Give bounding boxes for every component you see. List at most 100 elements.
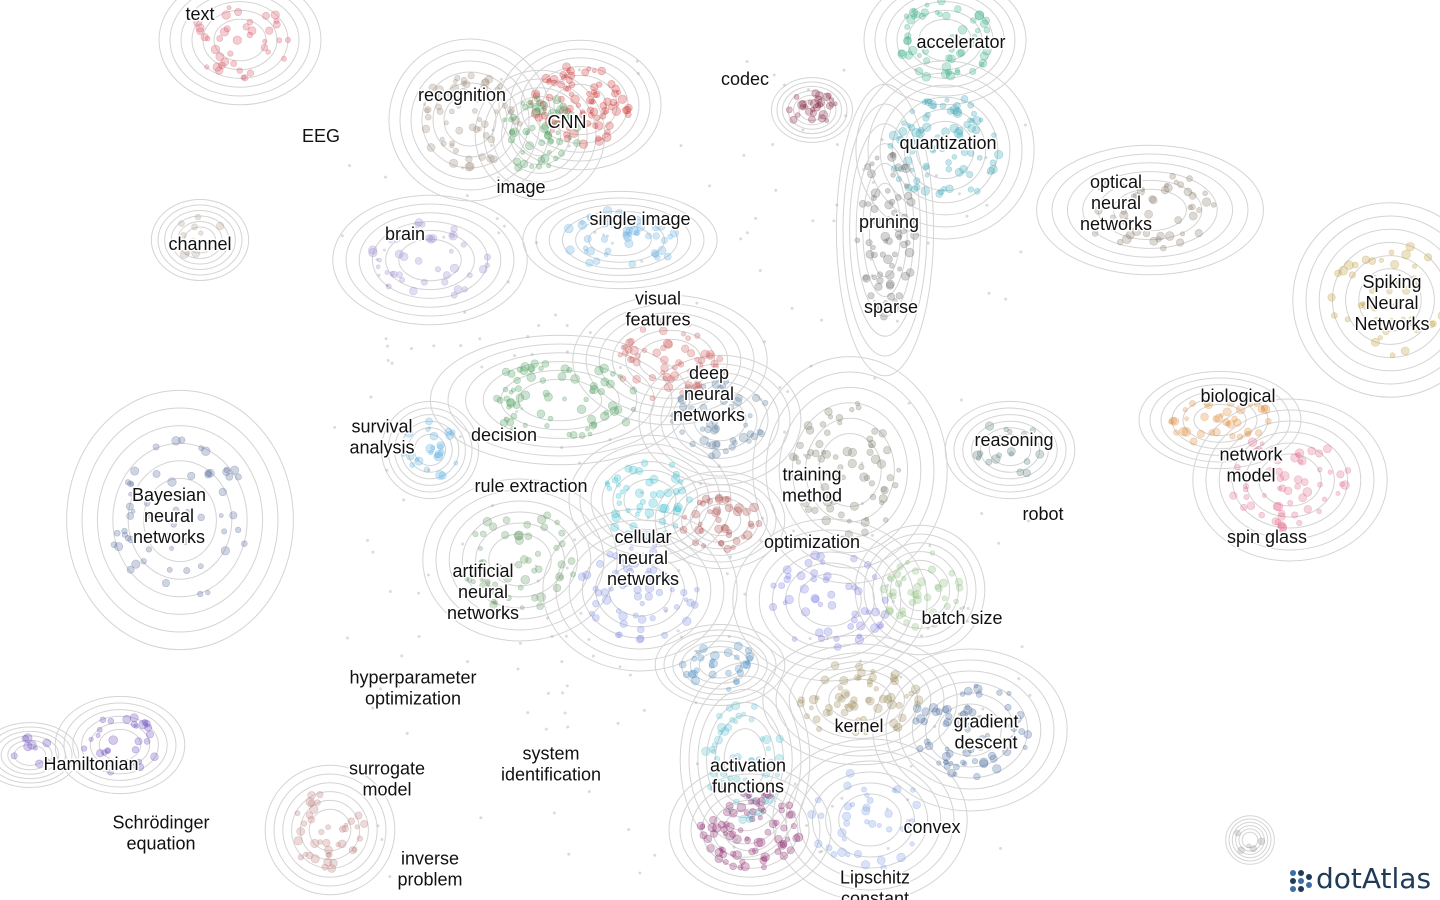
dot [740,660,750,669]
topic-label[interactable]: cellular [613,525,673,548]
topic-label[interactable]: inverse [399,847,460,870]
dot [949,123,959,133]
dot [934,134,942,142]
dot [691,655,698,662]
topic-label[interactable]: robot [1021,502,1065,525]
topic-label[interactable]: method [780,484,843,507]
topic-label[interactable]: neural [616,546,669,569]
topic-label[interactable]: brain [383,222,426,245]
topic-label[interactable]: optical [1088,170,1143,193]
topic-label[interactable]: recognition [416,83,507,106]
topic-label[interactable]: EEG [300,124,341,147]
dot [1202,398,1211,407]
topic-label[interactable]: codec [719,67,770,90]
dot [624,530,632,538]
topic-label[interactable]: decision [469,423,538,446]
topic-label[interactable]: visual [633,287,682,310]
topic-label[interactable]: training [781,463,843,486]
topic-label[interactable]: artificial [451,559,515,582]
topic-label[interactable]: deep [687,361,730,384]
topic-label[interactable]: survival [350,415,414,438]
dot [216,221,225,231]
contour-line [448,500,592,620]
topic-label[interactable]: equation [125,832,197,855]
dot [223,466,231,474]
topic-label[interactable]: Spiking [1361,270,1423,293]
dot [427,468,431,472]
topic-label[interactable]: Bayesian [130,483,207,506]
topic-label[interactable]: optimization [762,530,861,553]
topic-label[interactable]: hyperparameter [348,666,478,689]
dot [596,81,603,88]
topic-label[interactable]: convex [902,815,962,838]
topic-label[interactable]: Neural [1364,291,1420,314]
dot [478,337,482,341]
dot [924,98,933,107]
topic-label[interactable]: surrogate [347,757,426,780]
topic-label[interactable]: Schrödinger [111,811,211,834]
topic-label[interactable]: optimization [363,687,462,710]
topic-label[interactable]: biological [1199,384,1277,407]
topic-label[interactable]: Networks [1353,312,1431,335]
dot [945,159,952,166]
topic-label[interactable]: Hamiltonian [42,752,140,775]
topic-label[interactable]: CNN [546,110,588,133]
topic-label[interactable]: analysis [348,436,416,459]
topic-label[interactable]: neural [142,504,195,527]
topic-label[interactable]: channel [167,232,233,255]
logo[interactable]: dotAtlas [1290,862,1431,895]
topic-label[interactable]: accelerator [915,30,1007,53]
contour-line [979,427,1041,473]
topic-label[interactable]: rule extraction [473,474,589,497]
topic-label[interactable]: features [624,308,692,331]
dot [632,215,642,225]
dot [913,595,922,605]
topic-label[interactable]: quantization [898,131,998,154]
topic-label[interactable]: networks [671,403,746,426]
dot [710,359,719,368]
dot [817,102,824,108]
dot [817,455,826,463]
topic-label[interactable]: networks [605,567,680,590]
topic-label[interactable]: system [521,742,581,765]
topic-label[interactable]: neural [682,382,735,405]
topic-label[interactable]: problem [396,868,464,891]
topic-label[interactable]: descent [953,731,1019,754]
topic-label[interactable]: neural [456,580,509,603]
topic-label[interactable]: image [495,175,547,198]
dot [673,604,680,610]
topic-label[interactable]: model [1225,464,1277,487]
topic-label[interactable]: networks [445,601,520,624]
topic-label[interactable]: sparse [862,295,919,318]
topic-label[interactable]: networks [1078,212,1153,235]
topic-label[interactable]: text [184,2,216,25]
topic-label[interactable]: gradient [952,710,1020,733]
dot [218,487,227,497]
dot [141,719,149,726]
logo-text[interactable]: dotAtlas [1316,862,1431,895]
dot [467,72,475,80]
topic-label[interactable]: model [361,778,413,801]
dot [166,566,173,573]
dot [803,421,813,430]
topic-label[interactable]: functions [710,775,785,798]
topic-label[interactable]: kernel [833,714,885,737]
topic-label[interactable]: activation [708,754,787,777]
dot [558,540,566,548]
dot [768,602,777,611]
topic-label[interactable]: spin glass [1225,525,1308,548]
dot [897,166,904,173]
topic-label[interactable]: reasoning [973,428,1055,451]
topic-label[interactable]: identification [499,763,602,786]
topic-label[interactable]: constant [839,887,910,900]
topic-label[interactable]: batch size [920,606,1004,629]
topic-label[interactable]: networks [131,525,206,548]
topic-label[interactable]: Lipschitz [838,866,911,889]
topic-label[interactable]: neural [1089,191,1142,214]
dot [560,660,564,664]
topic-label[interactable]: pruning [857,210,920,233]
topic-label[interactable]: network [1218,443,1285,466]
topic-label[interactable]: single image [588,207,692,230]
dot [611,106,621,116]
